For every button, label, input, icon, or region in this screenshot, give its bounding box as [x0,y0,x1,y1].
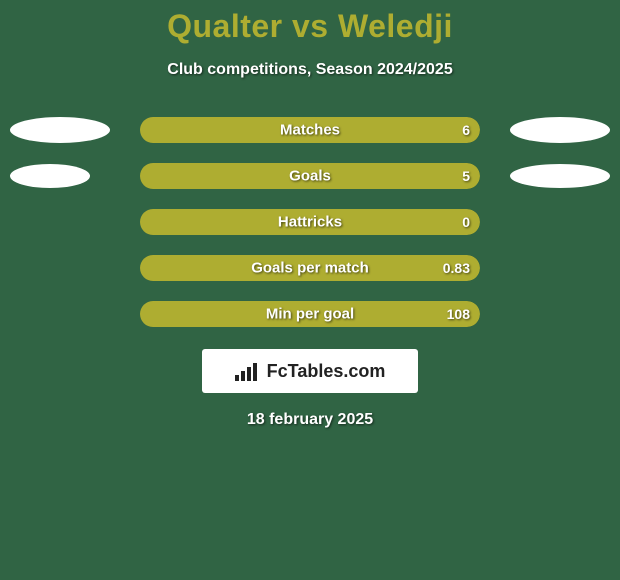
stat-value-right: 0.83 [436,260,470,276]
bar-fill-right [140,255,480,281]
bar-fill-right [140,301,480,327]
logo-box: FcTables.com [202,349,418,393]
stat-value-right: 6 [436,122,470,138]
stat-row: Goals per match0.83 [0,255,620,281]
stat-row: Min per goal108 [0,301,620,327]
logo-prefix: Fc [267,361,288,381]
logo-suffix: .com [343,361,385,381]
player-right-ellipse [510,164,610,188]
player-left-ellipse [10,117,110,143]
stat-bar: Hattricks0 [140,209,480,235]
stat-bar: Goals per match0.83 [140,255,480,281]
page-title: Qualter vs Weledji [0,0,620,45]
stat-bar: Matches6 [140,117,480,143]
player-left-ellipse [10,164,90,188]
bar-fill-right [140,117,480,143]
stat-bar: Goals5 [140,163,480,189]
stat-value-right: 108 [436,306,470,322]
bars-icon [235,361,261,381]
stat-value-right: 5 [436,168,470,184]
bar-fill-right [140,163,480,189]
stat-bar: Min per goal108 [140,301,480,327]
comparison-infographic: Qualter vs Weledji Club competitions, Se… [0,0,620,580]
logo-main: Tables [288,361,344,381]
stat-rows: Matches6 Goals5 Hattricks0 Goals per match0… [0,117,620,327]
stat-row: Matches6 [0,117,620,143]
logo-text: FcTables.com [267,361,386,382]
stat-row: Hattricks0 [0,209,620,235]
date-text: 18 february 2025 [0,411,620,429]
bar-fill-right [140,209,480,235]
stat-value-right: 0 [436,214,470,230]
stat-row: Goals5 [0,163,620,189]
player-right-ellipse [510,117,610,143]
subtitle: Club competitions, Season 2024/2025 [0,61,620,79]
